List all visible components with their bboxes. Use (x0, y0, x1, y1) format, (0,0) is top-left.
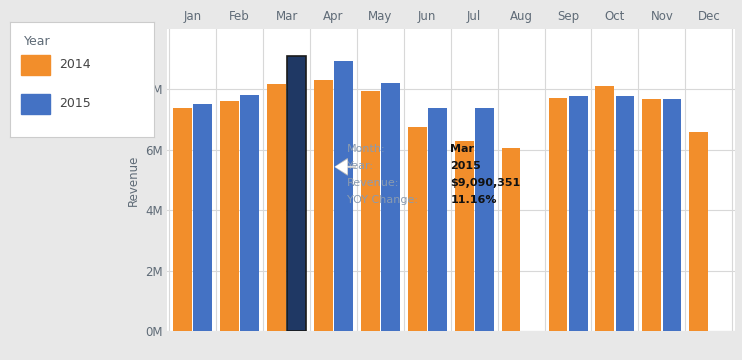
Bar (287, 56, 306, 331)
Bar (408, 127, 427, 331)
Text: Year:: Year: (347, 161, 374, 171)
Text: Month:: Month: (347, 144, 386, 153)
Text: $9,090,351: $9,090,351 (450, 178, 521, 188)
Text: Mar: Mar (450, 144, 474, 153)
Bar (596, 86, 614, 331)
Bar (548, 98, 568, 331)
Bar (689, 132, 708, 331)
Bar (569, 96, 588, 331)
Bar (428, 108, 447, 331)
FancyBboxPatch shape (22, 94, 50, 114)
Bar (663, 99, 681, 331)
Text: 11.16%: 11.16% (450, 195, 497, 205)
Bar (240, 95, 259, 331)
Text: YOY Change:: YOY Change: (347, 195, 418, 205)
Text: 2015: 2015 (59, 98, 91, 111)
Bar (194, 104, 212, 331)
Bar (174, 108, 192, 331)
Bar (455, 141, 473, 331)
FancyBboxPatch shape (22, 55, 50, 75)
Text: 2014: 2014 (59, 58, 91, 71)
Bar (361, 91, 380, 331)
Bar (334, 60, 353, 331)
Bar (220, 101, 239, 331)
Bar (381, 83, 400, 331)
Bar (475, 108, 493, 331)
Bar (502, 148, 520, 331)
Text: 2015: 2015 (450, 161, 482, 171)
Text: Revenue:: Revenue: (347, 178, 399, 188)
Text: Year: Year (24, 35, 50, 49)
Y-axis label: Revenue: Revenue (127, 154, 139, 206)
Bar (643, 99, 661, 331)
Bar (267, 84, 286, 331)
Bar (314, 80, 332, 331)
Bar (616, 96, 634, 331)
